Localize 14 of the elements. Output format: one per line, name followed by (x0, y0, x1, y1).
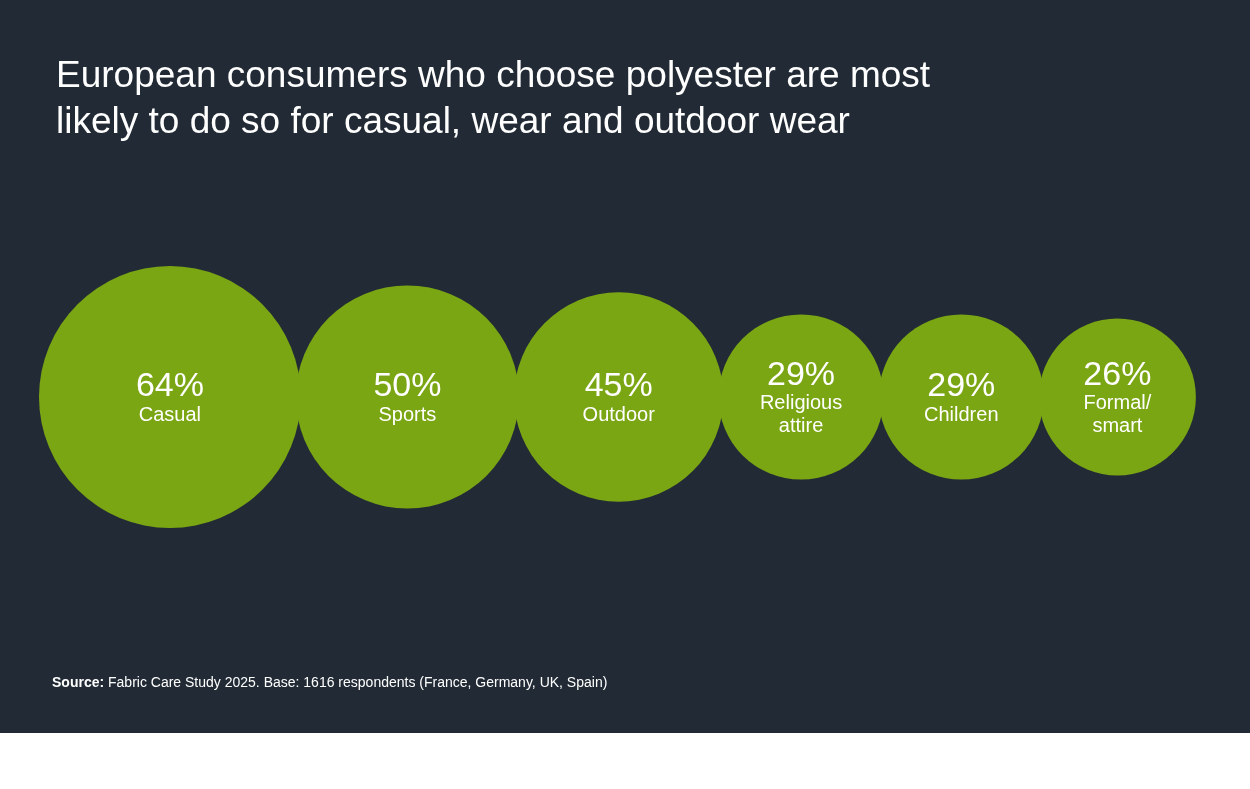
data-label: 29% (927, 365, 996, 404)
category-label: Formal/smart (1083, 391, 1152, 437)
category-label: Children (924, 402, 999, 425)
category-label: Religious attire (759, 391, 843, 437)
data-label: 64% (135, 365, 204, 404)
category-label: Casual (138, 402, 202, 425)
text: European consumers who choose polyester are most likely to do so for casual, wear and outdoor wear (56, 53, 932, 143)
category-label: Outdoor (582, 402, 656, 425)
data-label: 29% (767, 353, 836, 392)
data-label: 50% (373, 365, 442, 404)
data-label: 26% (1083, 353, 1152, 392)
source-note: Source: Fabric Care Study 2025. Base: 1616 respondents (France, Germany, UK, Spain) (52, 674, 608, 690)
data-label: 45% (584, 365, 653, 404)
category-label: Sports (378, 402, 437, 425)
